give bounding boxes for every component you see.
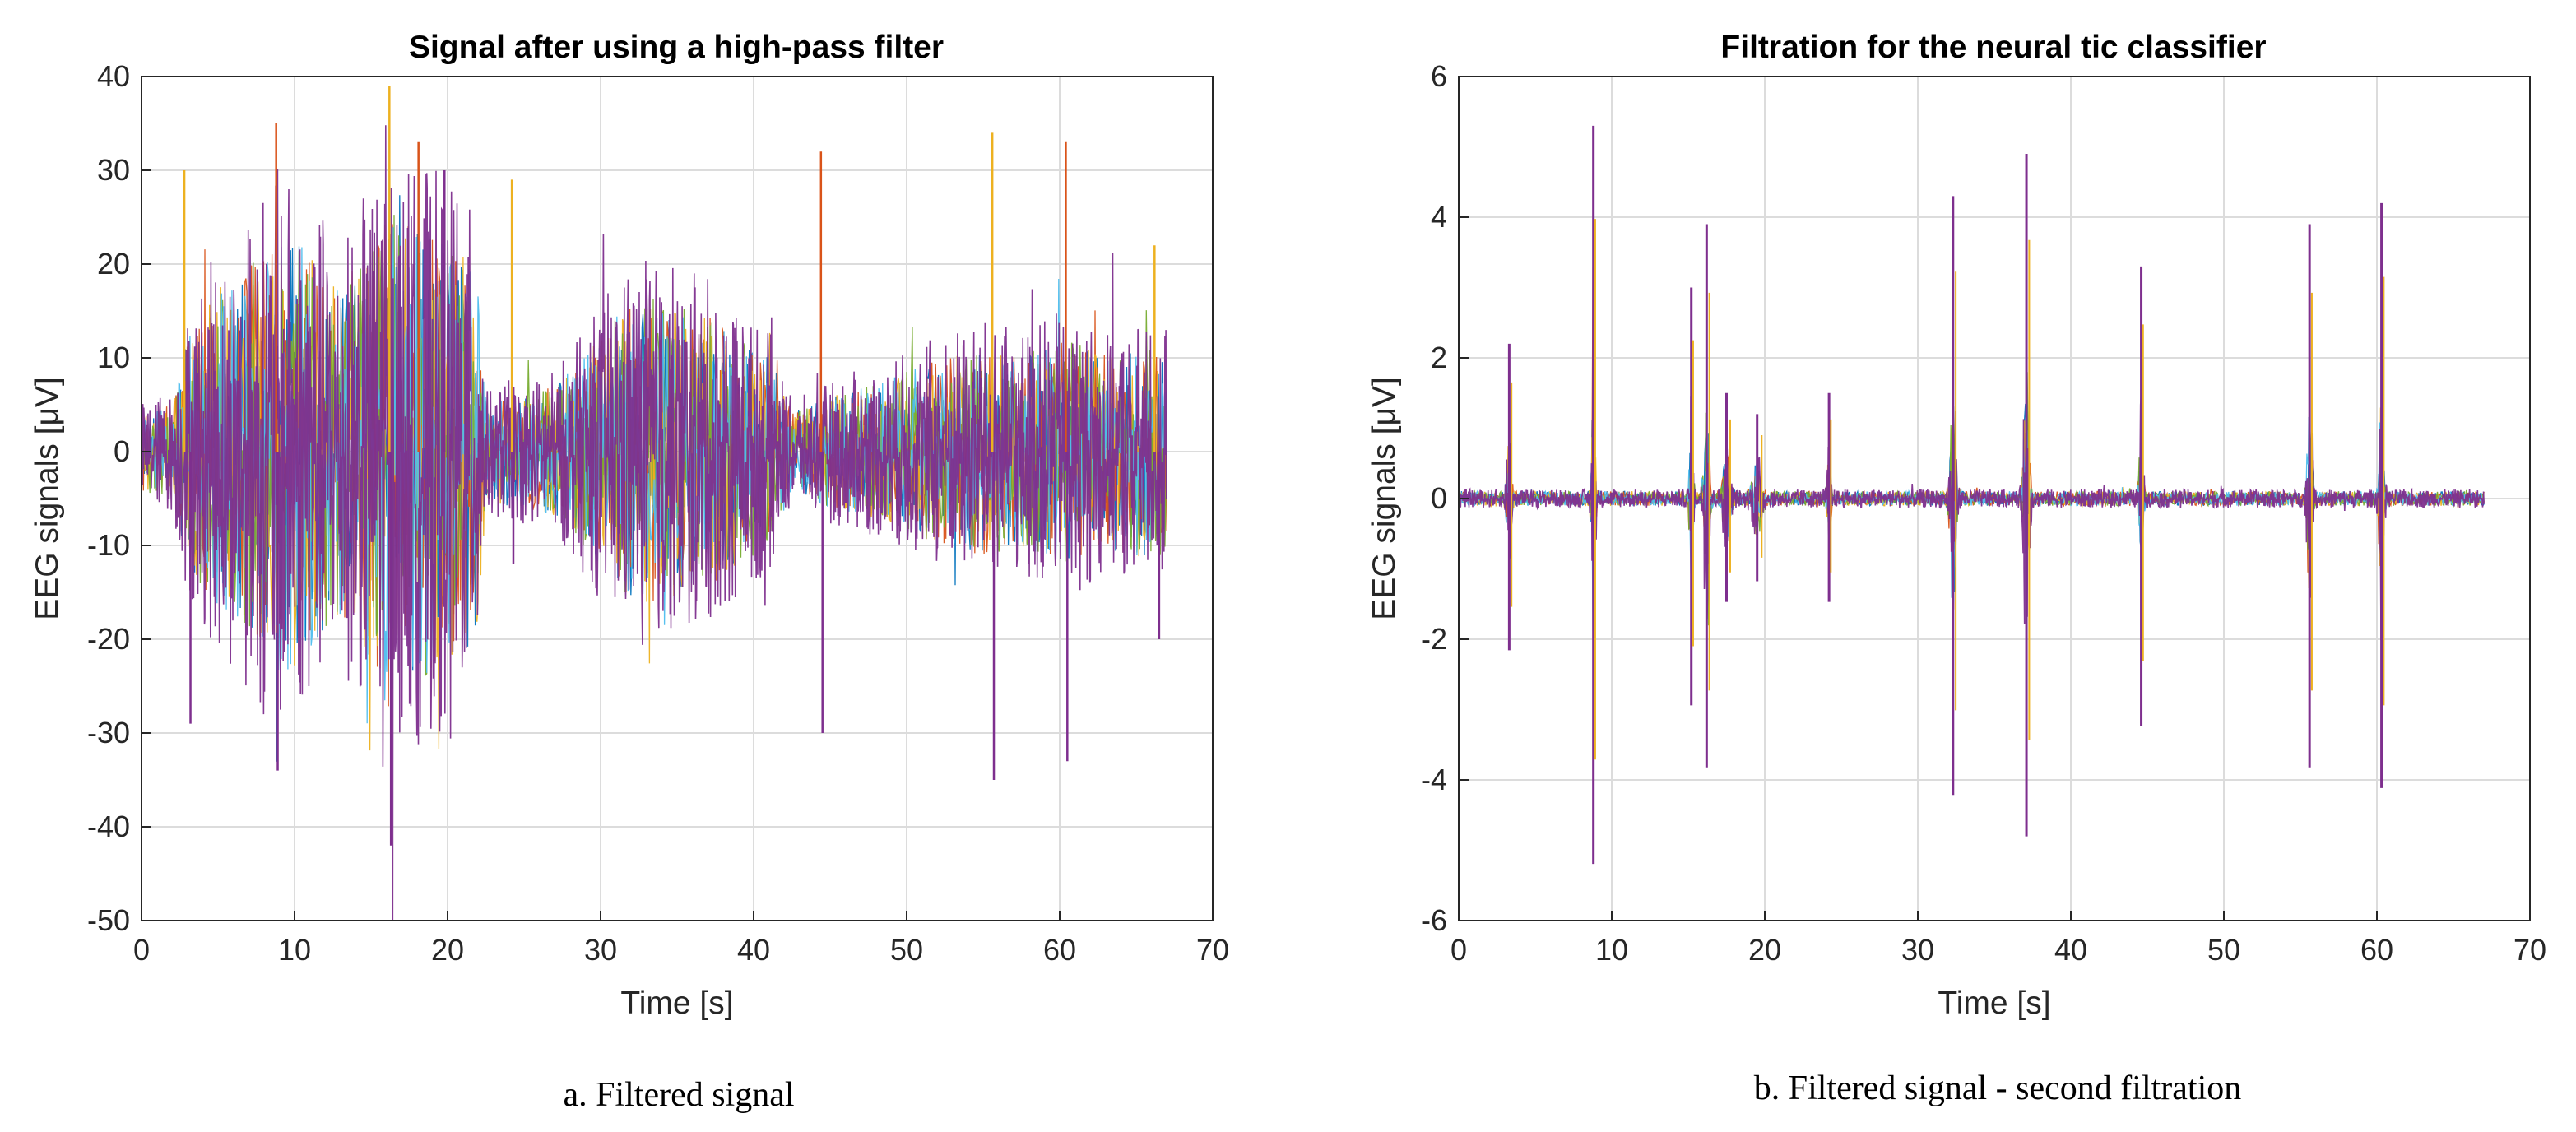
y-tick-label: 40 xyxy=(97,59,130,93)
y-tick-label: 0 xyxy=(1431,481,1447,515)
x-tick-label: 30 xyxy=(584,933,617,967)
x-tick-label: 60 xyxy=(1043,933,1076,967)
chart-a: Signal after using a high-pass filter 0 1… xyxy=(30,30,1229,1114)
chart-a-title: Signal after using a high-pass filter xyxy=(409,30,944,65)
x-tick-label: 50 xyxy=(2207,933,2240,967)
y-tick-label: -2 xyxy=(1421,622,1447,656)
y-tick-label: -4 xyxy=(1421,763,1447,796)
series-line-6 xyxy=(142,125,1167,921)
x-tick-label: 0 xyxy=(133,933,150,967)
chart-b-data xyxy=(1459,125,2485,865)
x-tick-label: 40 xyxy=(2054,933,2087,967)
y-tick-label: -50 xyxy=(87,903,130,937)
chart-a-caption: a. Filtered signal xyxy=(563,1076,794,1114)
x-tick-label: 40 xyxy=(737,933,770,967)
y-tick-label: -20 xyxy=(87,622,130,656)
y-tick-label: -40 xyxy=(87,810,130,843)
y-tick-label: 6 xyxy=(1431,59,1447,93)
x-tick-label: 70 xyxy=(1196,933,1229,967)
y-tick-label: 30 xyxy=(97,153,130,187)
x-tick-label: 10 xyxy=(1595,933,1628,967)
x-tick-label: 0 xyxy=(1450,933,1467,967)
x-tick-label: 10 xyxy=(278,933,311,967)
chart-b-ylabel: EEG signals [μV] xyxy=(1367,377,1402,620)
chart-b: Filtration for the neural tic classifier… xyxy=(1367,30,2546,1107)
x-tick-label: 60 xyxy=(2360,933,2393,967)
y-tick-label: 2 xyxy=(1431,341,1447,374)
y-tick-label: -30 xyxy=(87,716,130,749)
chart-a-axes-box xyxy=(141,76,1214,921)
x-tick-label: 30 xyxy=(1901,933,1934,967)
y-tick-label: -10 xyxy=(87,528,130,562)
series-line-6 xyxy=(1459,354,2485,641)
y-tick-label: 0 xyxy=(114,434,130,468)
chart-a-xlabel: Time [s] xyxy=(620,986,733,1021)
y-tick-label: 10 xyxy=(97,341,130,374)
chart-a-ticks: 0 10 20 30 40 50 60 70 40 30 20 10 0 -10 -20 -30 -40 -50 xyxy=(87,59,1229,967)
chart-a-data xyxy=(142,86,1167,921)
x-tick-label: 20 xyxy=(431,933,464,967)
chart-a-ylabel: EEG signals [μV] xyxy=(30,377,65,620)
x-tick-label: 20 xyxy=(1748,933,1781,967)
y-tick-label: 20 xyxy=(97,247,130,281)
x-tick-label: 50 xyxy=(890,933,923,967)
chart-b-xlabel: Time [s] xyxy=(1938,986,2050,1021)
chart-b-caption: b. Filtered signal - second filtration xyxy=(1754,1069,2242,1107)
y-tick-label: 4 xyxy=(1431,200,1447,234)
y-tick-label: -6 xyxy=(1421,903,1447,937)
x-tick-label: 70 xyxy=(2513,933,2546,967)
chart-b-title: Filtration for the neural tic classifier xyxy=(1720,30,2266,65)
